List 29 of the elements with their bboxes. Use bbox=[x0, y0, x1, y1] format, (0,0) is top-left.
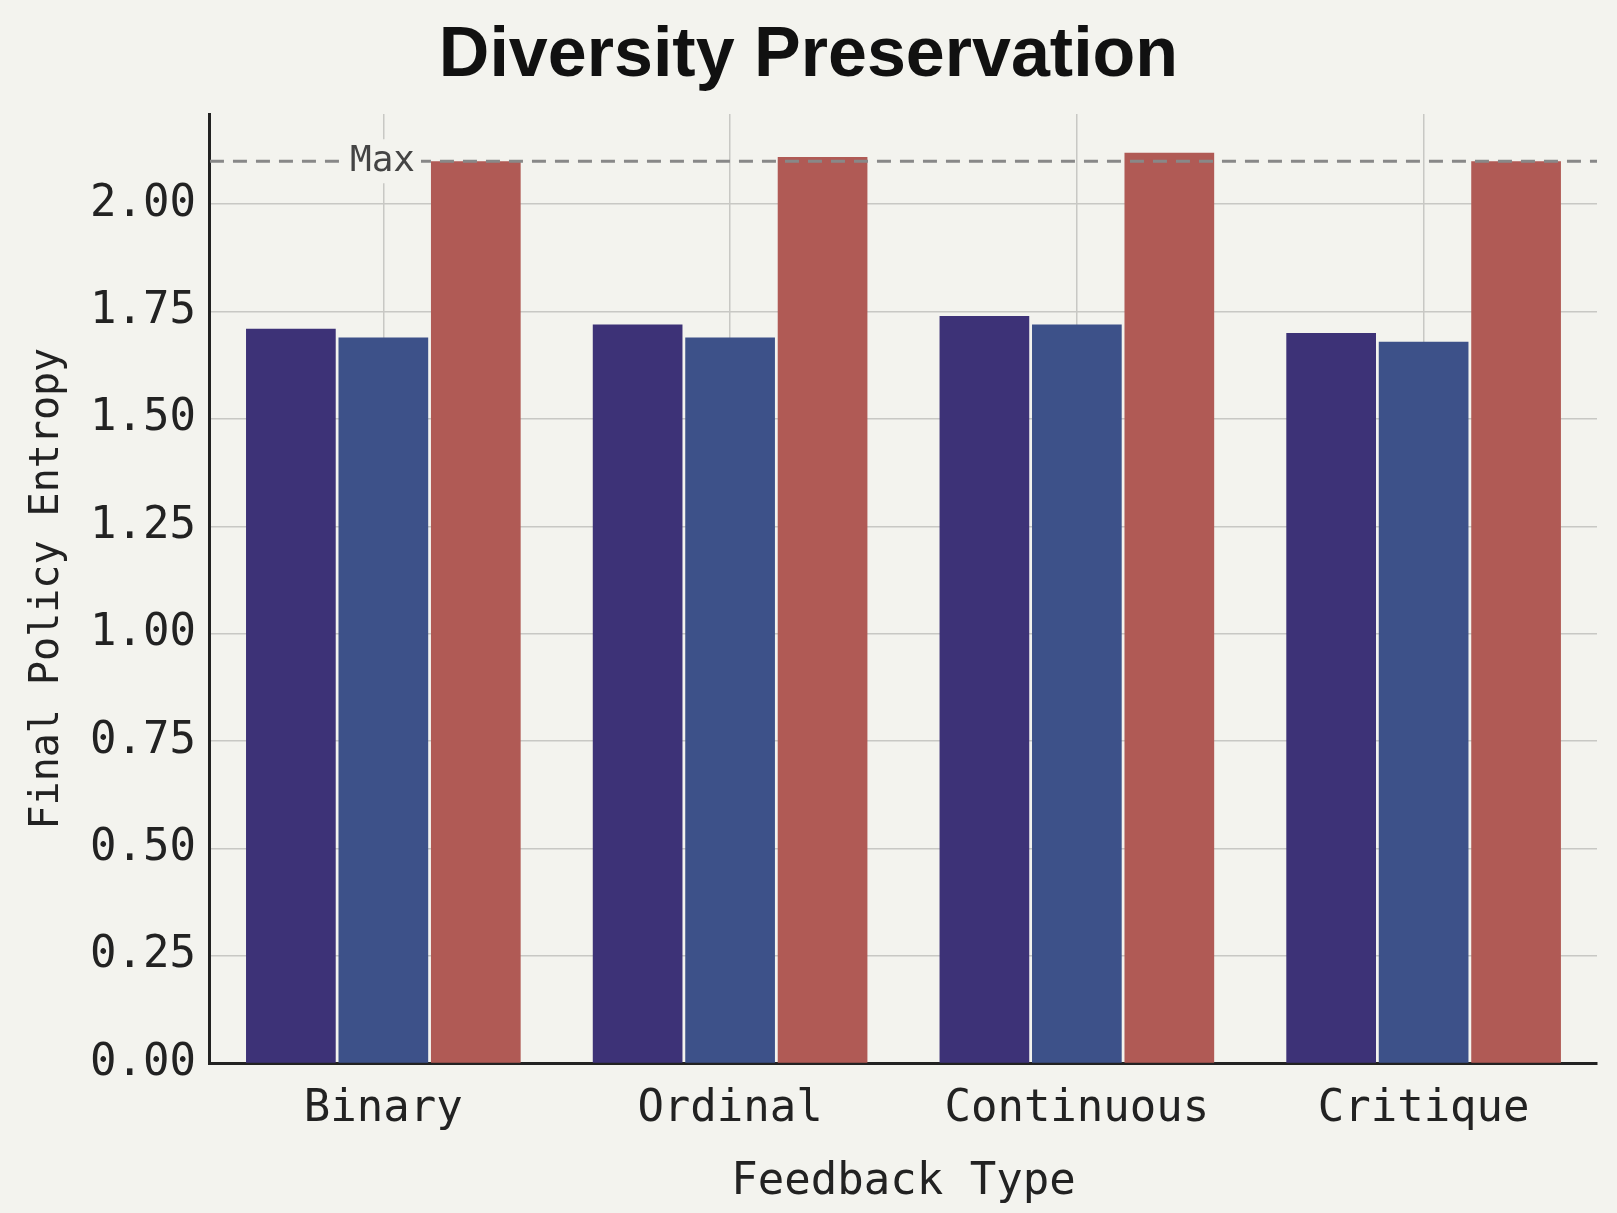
y-tick-label: 1.25 bbox=[89, 496, 196, 548]
y-tick-label: 0.00 bbox=[89, 1033, 196, 1085]
bar bbox=[777, 156, 868, 1063]
bar bbox=[430, 161, 521, 1063]
y-tick-label: 1.00 bbox=[89, 604, 196, 656]
y-tick-label: 1.50 bbox=[89, 389, 196, 441]
y-tick-label: 1.75 bbox=[89, 282, 196, 334]
bar bbox=[1378, 341, 1469, 1063]
x-tick-label: Continuous bbox=[944, 1080, 1210, 1132]
bar bbox=[592, 324, 683, 1063]
x-tick-label: Ordinal bbox=[637, 1080, 823, 1132]
bar bbox=[685, 337, 775, 1063]
bar bbox=[1286, 333, 1376, 1063]
bar bbox=[338, 337, 429, 1063]
bar bbox=[246, 328, 336, 1063]
bar bbox=[1471, 161, 1561, 1063]
y-axis-title: Final Policy Entropy bbox=[21, 347, 68, 830]
x-tick-label: Critique bbox=[1317, 1080, 1530, 1132]
y-tick-label: 0.75 bbox=[89, 711, 196, 763]
chart-title: Diversity Preservation bbox=[438, 13, 1179, 92]
ref-line-label: Max bbox=[349, 137, 415, 179]
bar bbox=[939, 315, 1030, 1063]
bar bbox=[1124, 152, 1215, 1063]
x-tick-label: Binary bbox=[303, 1080, 463, 1132]
x-axis-title: Feedback Type bbox=[731, 1153, 1076, 1205]
bar bbox=[1032, 324, 1122, 1063]
y-tick-label: 0.50 bbox=[89, 819, 196, 871]
y-tick-label: 2.00 bbox=[89, 174, 196, 226]
y-tick-label: 0.25 bbox=[89, 926, 196, 978]
